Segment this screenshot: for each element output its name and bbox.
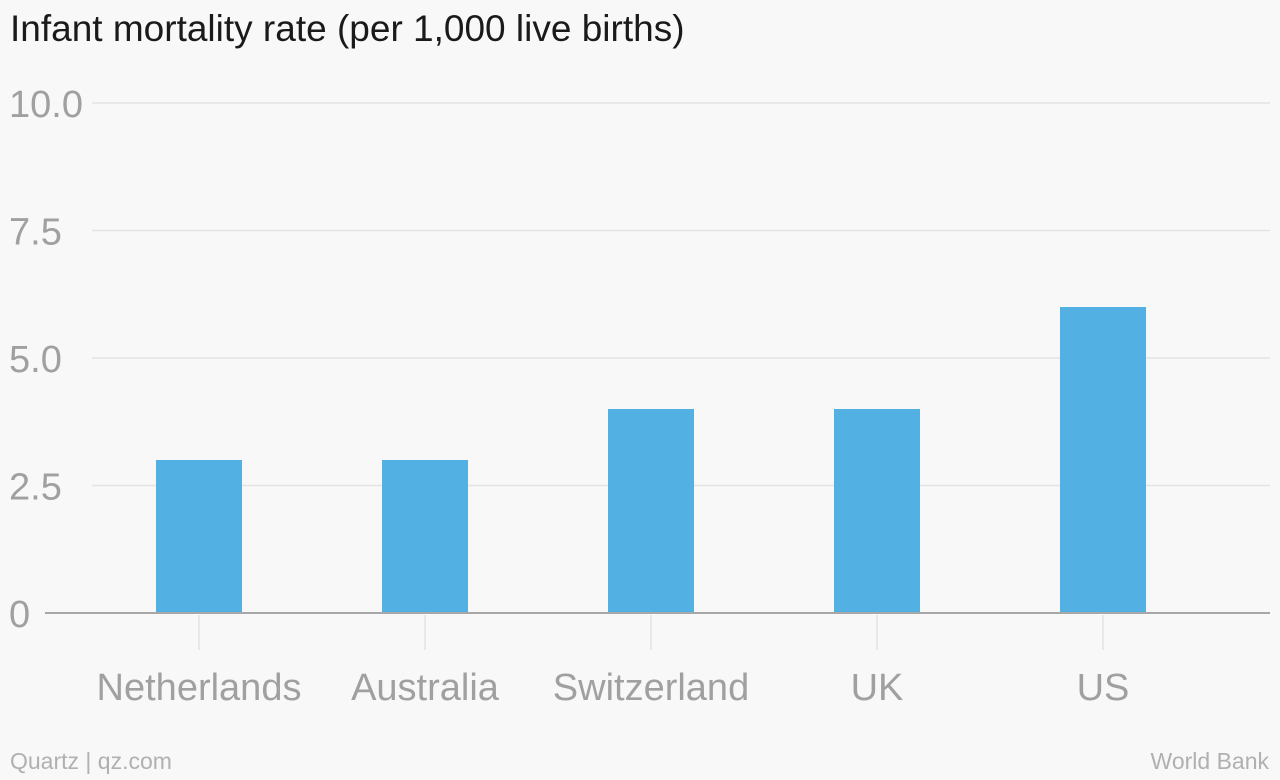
y-tick-label: 7.5 xyxy=(9,212,62,254)
chart-title: Infant mortality rate (per 1,000 live bi… xyxy=(10,8,685,49)
footer-credit: Quartz | qz.com xyxy=(10,748,172,774)
x-tick-label: Switzerland xyxy=(553,667,749,709)
y-tick-label: 2.5 xyxy=(9,467,62,509)
bar-netherlands xyxy=(156,460,242,613)
x-tick-label: Netherlands xyxy=(97,667,302,709)
y-axis-ticks: 0 2.5 5.0 7.5 10.0 xyxy=(9,84,83,636)
footer-source: World Bank xyxy=(1150,748,1269,774)
bar-chart: 0 2.5 5.0 7.5 10.0 Netherlands Australia Switz… xyxy=(9,84,1270,709)
bar-australia xyxy=(382,460,468,613)
x-tick-label: Australia xyxy=(351,667,500,709)
x-tick-label: UK xyxy=(851,667,904,709)
bar-uk xyxy=(834,409,920,613)
y-tick-label: 5.0 xyxy=(9,339,62,381)
bar-us xyxy=(1060,307,1146,613)
x-tick-label: US xyxy=(1077,667,1130,709)
y-tick-label: 10.0 xyxy=(9,84,83,126)
y-tick-label: 0 xyxy=(9,594,30,636)
bars xyxy=(156,307,1146,613)
x-axis-ticks: Netherlands Australia Switzerland UK US xyxy=(97,615,1130,709)
bar-switzerland xyxy=(608,409,694,613)
